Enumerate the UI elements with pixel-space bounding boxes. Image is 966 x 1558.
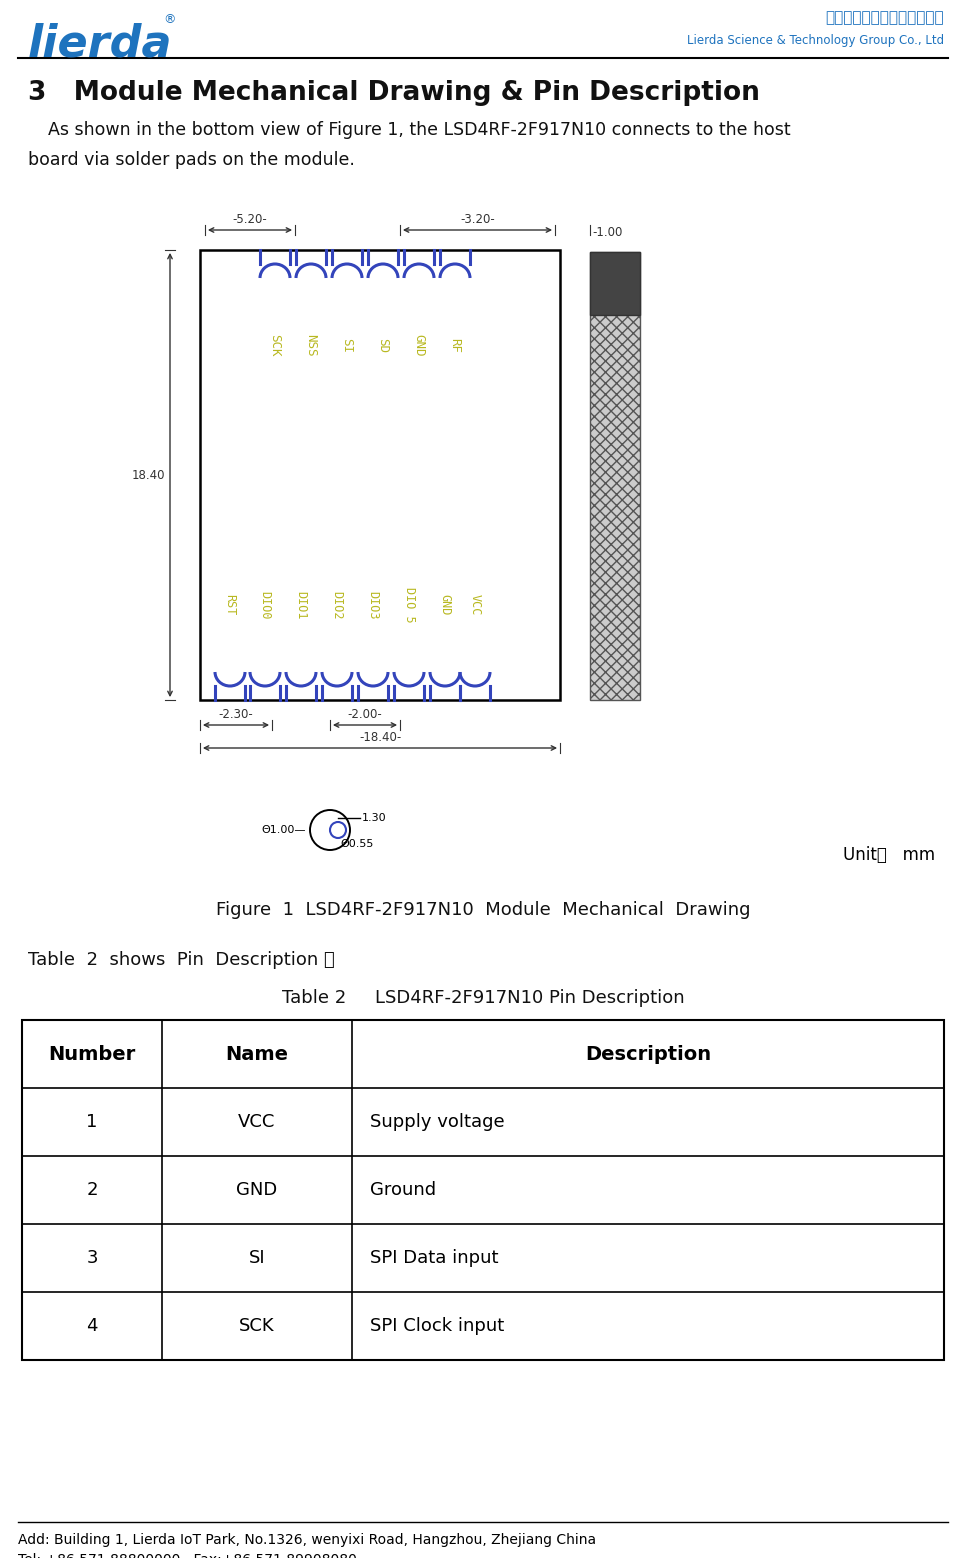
Text: VCC: VCC — [239, 1112, 275, 1131]
Text: Figure  1  LSD4RF-2F917N10  Module  Mechanical  Drawing: Figure 1 LSD4RF-2F917N10 Module Mechanic… — [215, 901, 751, 919]
Text: 1.30: 1.30 — [362, 813, 386, 823]
Text: 利尔达科技集团股份有限公司: 利尔达科技集团股份有限公司 — [825, 11, 944, 25]
Text: Lierda Science & Technology Group Co., Ltd: Lierda Science & Technology Group Co., L… — [687, 34, 944, 47]
Text: Supply voltage: Supply voltage — [370, 1112, 504, 1131]
Text: SI: SI — [340, 338, 354, 352]
Text: Table 2     LSD4RF-2F917N10 Pin Description: Table 2 LSD4RF-2F917N10 Pin Description — [282, 989, 684, 1006]
Text: ®: ® — [163, 14, 176, 26]
Text: DIO0: DIO0 — [259, 590, 271, 619]
Text: 3: 3 — [86, 1250, 98, 1267]
Text: Add: Building 1, Lierda IoT Park, No.1326, wenyixi Road, Hangzhou, Zhejiang Chin: Add: Building 1, Lierda IoT Park, No.132… — [18, 1533, 596, 1547]
Text: Θ1.00—: Θ1.00— — [262, 826, 306, 835]
Text: SI: SI — [248, 1250, 266, 1267]
Text: SD: SD — [377, 338, 389, 352]
Text: VCC: VCC — [469, 594, 481, 615]
Text: lierda: lierda — [28, 22, 173, 65]
Text: SPI Data input: SPI Data input — [370, 1250, 498, 1267]
Text: NSS: NSS — [304, 333, 318, 357]
Text: 3   Module Mechanical Drawing & Pin Description: 3 Module Mechanical Drawing & Pin Descri… — [28, 79, 760, 106]
Text: Description: Description — [585, 1044, 711, 1064]
Text: DIO3: DIO3 — [366, 590, 380, 619]
Text: Table  2  shows  Pin  Description ：: Table 2 shows Pin Description ： — [28, 950, 335, 969]
Text: Ground: Ground — [370, 1181, 436, 1200]
Text: -2.00-: -2.00- — [348, 707, 383, 721]
Text: RST: RST — [223, 594, 237, 615]
Text: 18.40: 18.40 — [131, 469, 165, 481]
Text: Θ0.55: Θ0.55 — [340, 840, 374, 849]
Text: -2.30-: -2.30- — [218, 707, 253, 721]
Text: DIO1: DIO1 — [295, 590, 307, 619]
Polygon shape — [590, 252, 640, 700]
Text: -18.40-: -18.40- — [359, 731, 401, 745]
Text: DIO 5: DIO 5 — [403, 587, 415, 623]
Text: GND: GND — [412, 333, 425, 357]
Text: Number: Number — [48, 1044, 135, 1064]
Text: SPI Clock input: SPI Clock input — [370, 1317, 504, 1335]
Text: Tel: +86 571 88800000   Fax:+86 571 89908080: Tel: +86 571 88800000 Fax:+86 571 899080… — [18, 1553, 356, 1558]
Text: -5.20-: -5.20- — [233, 213, 268, 226]
Text: 1: 1 — [86, 1112, 98, 1131]
Text: 4: 4 — [86, 1317, 98, 1335]
Text: SCK: SCK — [240, 1317, 274, 1335]
Text: DIO2: DIO2 — [330, 590, 344, 619]
Text: board via solder pads on the module.: board via solder pads on the module. — [28, 151, 355, 168]
Polygon shape — [590, 252, 640, 315]
Text: GND: GND — [237, 1181, 277, 1200]
Text: Name: Name — [225, 1044, 289, 1064]
Text: Unit：   mm: Unit： mm — [843, 846, 935, 865]
Text: GND: GND — [439, 594, 451, 615]
Text: As shown in the bottom view of Figure 1, the LSD4RF-2F917N10 connects to the hos: As shown in the bottom view of Figure 1,… — [48, 122, 790, 139]
Text: SCK: SCK — [269, 333, 281, 357]
Text: 2: 2 — [86, 1181, 98, 1200]
Text: -3.20-: -3.20- — [460, 213, 495, 226]
Text: RF: RF — [448, 338, 462, 352]
Text: -1.00: -1.00 — [592, 226, 622, 238]
